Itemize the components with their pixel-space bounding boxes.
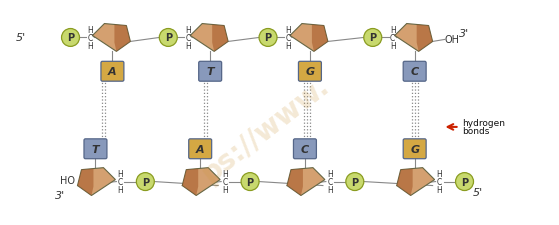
Polygon shape [212,25,228,52]
Text: ps://www.: ps://www. [196,71,334,187]
Circle shape [61,29,79,47]
Text: 5': 5' [16,33,26,43]
Text: H: H [437,169,443,178]
Text: H: H [88,26,93,35]
Text: OH: OH [444,35,459,45]
Text: hydrogen: hydrogen [462,119,505,128]
Text: C: C [186,34,191,43]
Polygon shape [78,169,93,196]
Text: H: H [285,26,291,35]
Text: T: T [206,67,214,77]
Polygon shape [397,169,413,196]
Text: C: C [118,177,123,186]
Circle shape [346,173,364,191]
Text: H: H [222,185,228,194]
Text: P: P [142,177,149,187]
Text: C: C [301,144,309,154]
Text: C: C [327,177,333,186]
Text: C: C [390,34,395,43]
FancyBboxPatch shape [101,62,124,82]
Text: A: A [108,67,117,77]
Text: P: P [369,33,376,43]
Circle shape [159,29,177,47]
Polygon shape [190,25,228,52]
Text: H: H [327,169,333,178]
Text: G: G [305,67,315,77]
Polygon shape [182,168,220,196]
Text: H: H [88,42,93,51]
Polygon shape [92,25,130,52]
FancyBboxPatch shape [189,139,212,159]
Text: P: P [461,177,468,187]
Text: H: H [437,185,443,194]
Polygon shape [290,25,328,52]
Circle shape [136,173,154,191]
Text: 5': 5' [472,187,482,197]
Text: C: C [88,34,93,43]
Circle shape [259,29,277,47]
Circle shape [364,29,382,47]
Text: C: C [222,177,228,186]
Text: H: H [186,26,191,35]
Text: H: H [222,169,228,178]
Text: A: A [196,144,205,154]
Polygon shape [416,25,433,52]
Text: P: P [351,177,358,187]
Text: H: H [186,42,191,51]
Text: C: C [411,67,419,77]
Text: H: H [117,169,124,178]
Polygon shape [182,169,198,196]
Polygon shape [115,25,130,52]
Circle shape [456,173,473,191]
Polygon shape [312,25,328,52]
Text: 3': 3' [459,29,470,39]
Text: HO: HO [60,175,75,185]
Text: H: H [285,42,291,51]
Polygon shape [397,168,434,196]
Polygon shape [78,168,115,196]
Text: bonds: bonds [462,127,490,136]
Text: T: T [92,144,100,154]
Text: H: H [390,26,396,35]
Text: H: H [327,185,333,194]
FancyBboxPatch shape [198,62,222,82]
FancyBboxPatch shape [403,62,426,82]
Polygon shape [287,168,325,196]
Text: P: P [165,33,172,43]
Text: C: C [285,34,291,43]
Text: P: P [264,33,272,43]
Text: H: H [117,185,124,194]
Polygon shape [287,169,303,196]
Text: P: P [247,177,254,187]
Text: C: C [437,177,442,186]
FancyBboxPatch shape [403,139,426,159]
FancyBboxPatch shape [293,139,316,159]
Circle shape [241,173,259,191]
Polygon shape [395,25,433,52]
FancyBboxPatch shape [84,139,107,159]
FancyBboxPatch shape [299,62,321,82]
Text: P: P [67,33,74,43]
Text: G: G [410,144,419,154]
Text: 3': 3' [55,191,65,201]
Text: H: H [390,42,396,51]
